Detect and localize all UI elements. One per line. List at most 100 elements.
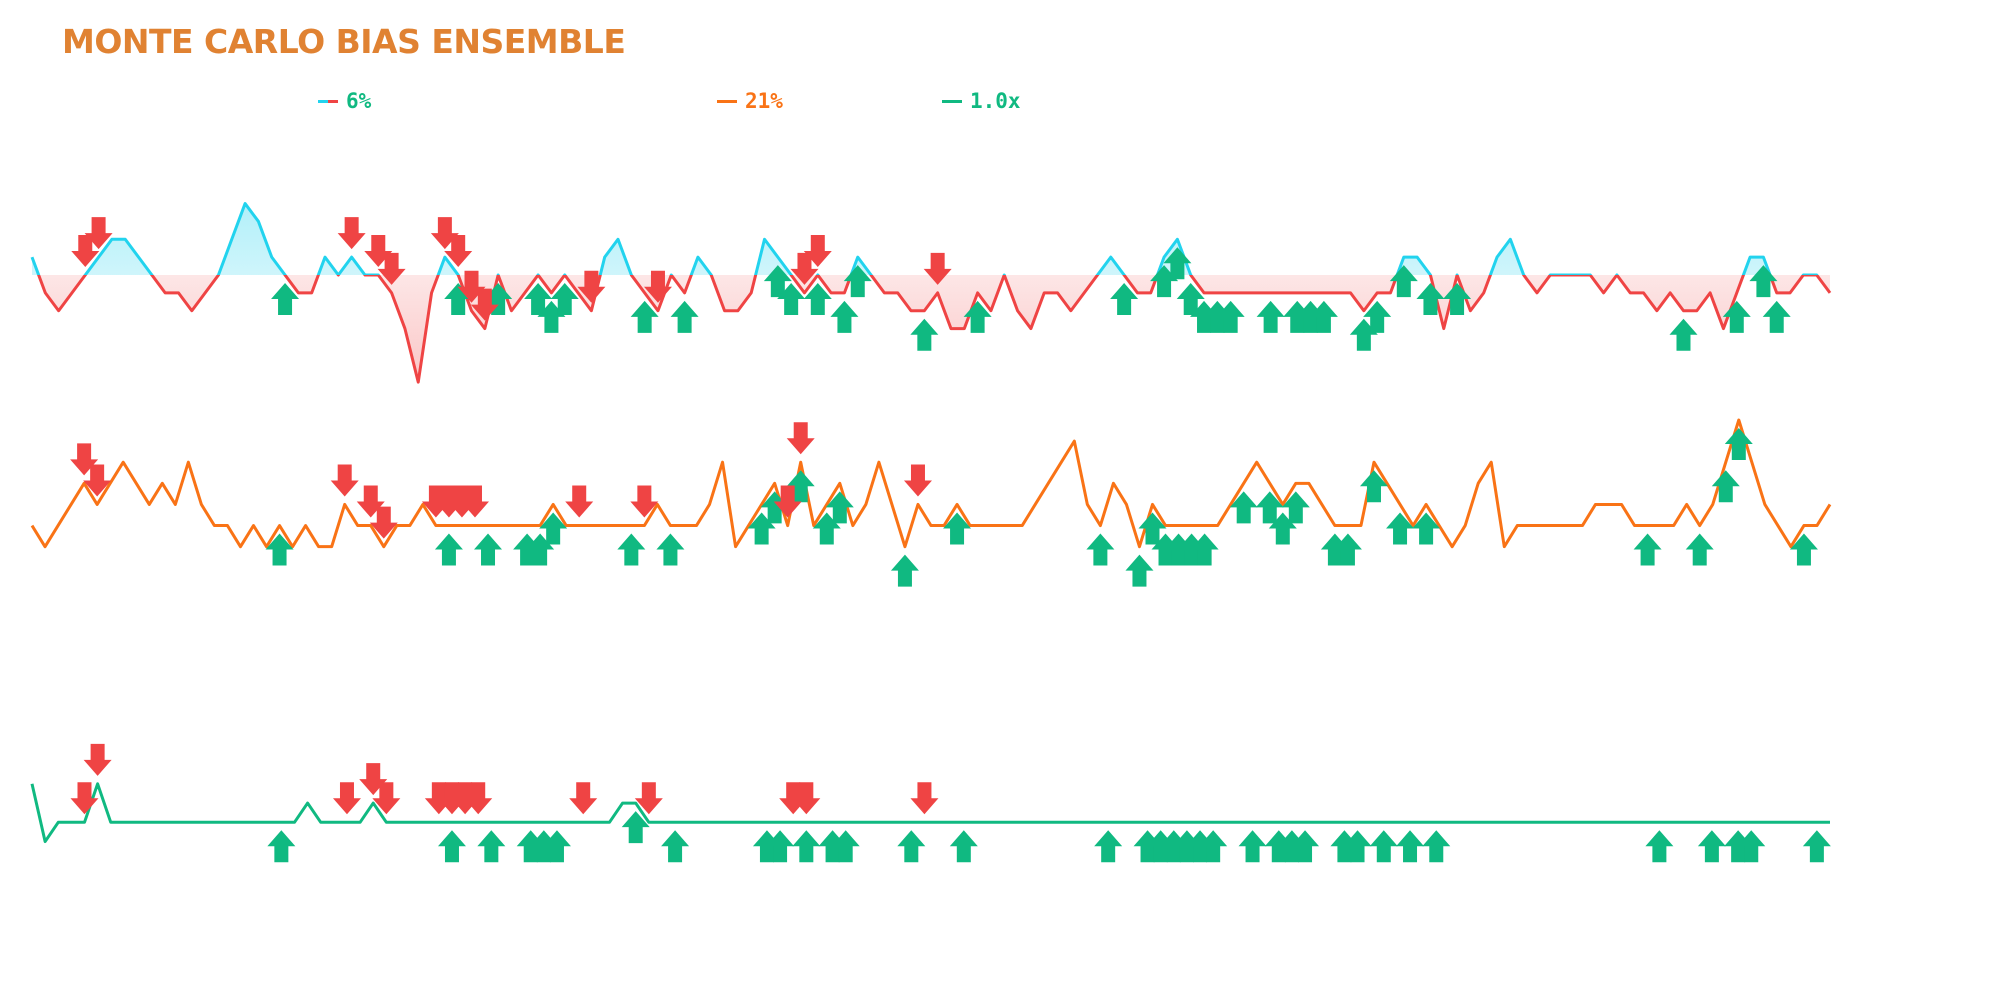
up-signal-arrow-icon (1762, 300, 1791, 333)
down-signal-arrow-icon (464, 782, 493, 815)
up-signal-arrow-icon (843, 265, 872, 298)
down-signal-arrow-icon (569, 782, 598, 815)
down-signal-arrow-icon (634, 782, 663, 815)
up-signal-arrow-icon (766, 830, 795, 863)
panel-bias-21pct (30, 418, 1832, 587)
up-signal-arrow-icon (1724, 428, 1753, 460)
up-signal-arrow-icon (1711, 470, 1740, 503)
up-signal-arrow-icon (617, 533, 646, 566)
down-signal-arrow-icon (470, 288, 499, 321)
up-signal-arrow-icon (890, 554, 919, 587)
up-signal-arrow-icon (1110, 283, 1139, 315)
up-signal-arrow-icon (1229, 491, 1258, 524)
up-signal-arrow-icon (1685, 533, 1714, 566)
down-signal-arrow-icon (377, 252, 406, 285)
up-signal-arrow-icon (1396, 830, 1425, 863)
up-signal-arrow-icon (1125, 554, 1154, 587)
legend-label: 6% (346, 89, 372, 113)
legend-swatch-icon (717, 99, 737, 103)
up-signal-arrow-icon (1737, 830, 1766, 863)
up-signal-arrow-icon (1416, 283, 1445, 315)
down-signal-arrow-icon (83, 464, 112, 497)
up-signal-arrow-icon (1094, 830, 1123, 863)
up-signal-arrow-icon (271, 283, 300, 315)
down-signal-arrow-icon (372, 782, 401, 815)
panel-bias-1-0x (30, 743, 1831, 863)
down-signal-arrow-icon (577, 270, 606, 303)
legend-item-6pct: 6% (318, 88, 371, 114)
up-signal-arrow-icon (1281, 491, 1310, 524)
down-signal-arrow-icon (70, 782, 99, 815)
up-signal-arrow-icon (1645, 830, 1674, 863)
up-signal-arrow-icon (1369, 830, 1398, 863)
up-signal-arrow-icon (1291, 830, 1320, 863)
down-signal-arrow-icon (773, 485, 802, 518)
series-line (30, 418, 1832, 549)
down-signal-arrow-icon (803, 235, 832, 267)
up-signal-arrow-icon (621, 811, 650, 844)
up-signal-arrow-icon (1163, 247, 1192, 280)
up-signal-arrow-icon (474, 533, 503, 566)
up-signal-arrow-icon (1256, 300, 1285, 333)
up-signal-arrow-icon (831, 830, 860, 863)
up-signal-arrow-icon (830, 300, 859, 333)
up-signal-arrow-icon (1386, 512, 1415, 545)
up-signal-arrow-icon (777, 283, 806, 315)
up-signal-arrow-icon (1697, 830, 1726, 863)
up-signal-arrow-icon (792, 830, 821, 863)
down-signal-arrow-icon (630, 485, 659, 518)
down-signal-arrow-icon (903, 464, 932, 497)
up-signal-arrow-icon (539, 512, 568, 545)
down-signal-arrow-icon (84, 217, 113, 250)
up-signal-arrow-icon (897, 830, 926, 863)
down-signal-arrow-icon (790, 252, 819, 285)
down-signal-arrow-icon (337, 217, 366, 250)
down-signal-arrow-icon (565, 485, 594, 518)
up-signal-arrow-icon (630, 300, 659, 333)
down-signal-arrow-icon (71, 235, 100, 267)
up-signal-arrow-icon (803, 283, 832, 315)
series-line-above (30, 202, 1819, 275)
up-signal-arrow-icon (434, 533, 463, 566)
up-signal-arrow-icon (1669, 318, 1698, 351)
up-signal-arrow-icon (1359, 470, 1388, 503)
down-signal-arrow-icon (460, 485, 489, 518)
up-signal-arrow-icon (943, 512, 972, 545)
up-signal-arrow-icon (1363, 300, 1392, 333)
down-signal-arrow-icon (332, 782, 361, 815)
up-signal-arrow-icon (1216, 300, 1245, 333)
up-signal-arrow-icon (1333, 533, 1362, 566)
down-signal-arrow-icon (786, 422, 815, 455)
down-signal-arrow-icon (792, 782, 821, 815)
up-signal-arrow-icon (1412, 512, 1441, 545)
up-signal-arrow-icon (542, 830, 571, 863)
up-signal-arrow-icon (825, 491, 854, 524)
up-signal-arrow-icon (1443, 283, 1472, 315)
series-line-below (37, 275, 1832, 384)
up-signal-arrow-icon (1343, 830, 1372, 863)
up-signal-arrow-icon (656, 533, 685, 566)
chart-title: MONTE CARLO BIAS ENSEMBLE (62, 22, 626, 61)
down-signal-arrow-icon (444, 235, 473, 267)
legend-swatch-icon (318, 99, 338, 103)
up-signal-arrow-icon (1633, 533, 1662, 566)
up-signal-arrow-icon (437, 830, 466, 863)
legend-item-1-0x: 1.0x (942, 88, 1021, 114)
down-signal-arrow-icon (369, 506, 398, 539)
up-signal-arrow-icon (267, 830, 296, 863)
down-signal-arrow-icon (330, 464, 359, 497)
down-signal-arrow-icon (923, 252, 952, 285)
panel-bias-6pct (30, 202, 1832, 384)
up-signal-arrow-icon (550, 283, 579, 315)
up-signal-arrow-icon (524, 283, 553, 315)
up-signal-arrow-icon (1086, 533, 1115, 566)
legend-label: 21% (745, 89, 783, 113)
legend-label: 1.0x (970, 89, 1021, 113)
up-signal-arrow-icon (1255, 491, 1284, 524)
up-signal-arrow-icon (1309, 300, 1338, 333)
down-signal-arrow-icon (643, 270, 672, 303)
up-signal-arrow-icon (1722, 300, 1751, 333)
legend-item-21pct: 21% (717, 88, 783, 114)
up-signal-arrow-icon (1789, 533, 1818, 566)
up-signal-arrow-icon (1176, 283, 1205, 315)
